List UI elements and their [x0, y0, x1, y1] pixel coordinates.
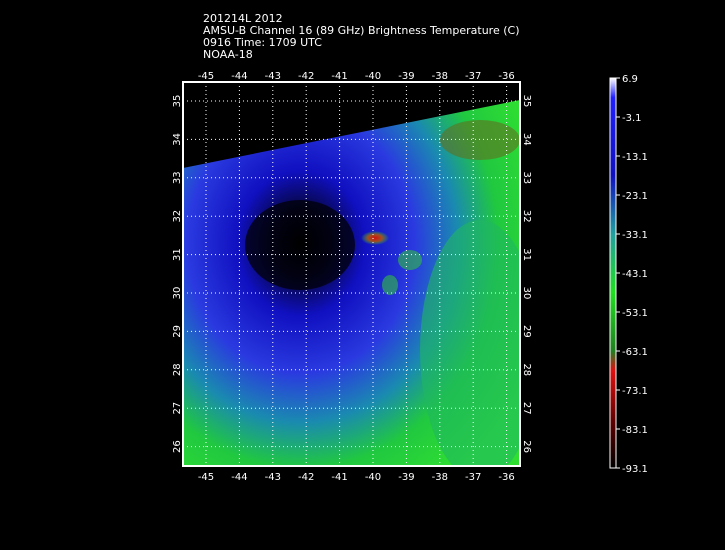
lon-label: -44 [231, 71, 247, 82]
imagery [183, 100, 520, 466]
header-line: AMSU-B Channel 16 (89 GHz) Brightness Te… [203, 24, 520, 37]
lat-label: 30 [521, 287, 532, 300]
lat-label: 33 [172, 171, 183, 184]
lat-label: 28 [172, 363, 183, 376]
lat-label: 28 [521, 363, 532, 376]
lat-label: 27 [172, 402, 183, 415]
lon-label: -43 [265, 71, 281, 82]
colorbar-label: -43.1 [622, 269, 648, 280]
lon-label: -43 [265, 472, 281, 483]
lon-label: -36 [498, 71, 514, 82]
lat-label: 34 [172, 133, 183, 146]
lon-label: -40 [365, 71, 381, 82]
lat-label: 31 [172, 248, 183, 261]
lat-label: 26 [521, 440, 532, 453]
header-line: 201214L 2012 [203, 12, 283, 25]
colorbar-label: -83.1 [622, 425, 648, 436]
lat-label: 32 [172, 210, 183, 223]
lon-label: -42 [298, 71, 314, 82]
colorbar-label: -3.1 [622, 113, 642, 124]
colorbar-label: 6.9 [622, 74, 638, 85]
colorbar-label: -73.1 [622, 386, 648, 397]
lat-label: 33 [521, 171, 532, 184]
lat-label: 26 [172, 440, 183, 453]
colorbar-label: -63.1 [622, 347, 648, 358]
colorbar [609, 77, 617, 469]
lon-label: -42 [298, 472, 314, 483]
lat-label: 29 [172, 325, 183, 338]
lat-label: 34 [521, 133, 532, 146]
lat-label: 27 [521, 402, 532, 415]
header-line: 0916 Time: 1709 UTC [203, 36, 322, 49]
lon-label: -41 [331, 472, 347, 483]
lon-label: -45 [198, 71, 214, 82]
lon-label: -41 [331, 71, 347, 82]
lon-label: -45 [198, 472, 214, 483]
lon-label: -44 [231, 472, 247, 483]
colorbar-label: -33.1 [622, 230, 648, 241]
colorbar-label: -13.1 [622, 152, 648, 163]
lon-label: -38 [432, 71, 448, 82]
colorbar-label: -23.1 [622, 191, 648, 202]
lon-label: -37 [465, 71, 481, 82]
lat-label: 30 [172, 287, 183, 300]
colorbar-label: -93.1 [622, 464, 648, 475]
lon-label: -38 [432, 472, 448, 483]
lon-label: -40 [365, 472, 381, 483]
lat-label: 32 [521, 210, 532, 223]
lat-label: 35 [172, 95, 183, 108]
lat-label: 31 [521, 248, 532, 261]
lon-label: -36 [498, 472, 514, 483]
lon-label: -39 [398, 472, 414, 483]
lon-label: -39 [398, 71, 414, 82]
lon-label: -37 [465, 472, 481, 483]
map-frame [182, 81, 521, 467]
lat-label: 29 [521, 325, 532, 338]
header-line: NOAA-18 [203, 48, 253, 61]
lat-label: 35 [521, 95, 532, 108]
colorbar-label: -53.1 [622, 308, 648, 319]
